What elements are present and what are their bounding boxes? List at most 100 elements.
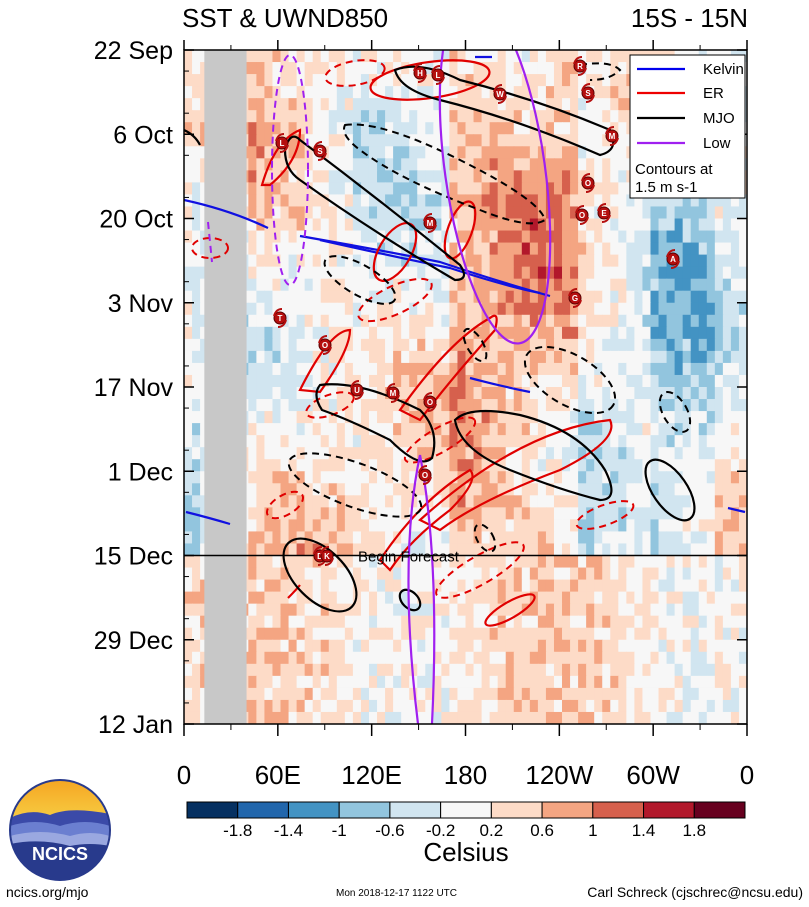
storm-marker-label: L [280, 139, 285, 148]
sst-cell [184, 98, 193, 111]
sst-cell [570, 615, 579, 629]
storm-marker-label: R [577, 62, 583, 71]
sst-cell [401, 50, 410, 63]
sst-cell [184, 387, 193, 400]
sst-cell [610, 471, 619, 484]
sst-cell [385, 651, 394, 665]
sst-cell [288, 495, 298, 508]
sst-cell [192, 471, 201, 484]
sst-cell [722, 399, 732, 412]
sst-cell [320, 675, 330, 689]
sst-cell [658, 218, 668, 232]
sst-cell [650, 374, 660, 388]
sst-cell [304, 519, 314, 533]
sst-cell [473, 158, 483, 171]
sst-cell [344, 531, 354, 545]
sst-cell [650, 519, 660, 533]
sst-cell [385, 399, 394, 412]
sst-cell [425, 675, 434, 689]
sst-cell [320, 447, 330, 460]
sst-cell [618, 266, 627, 280]
sst-cell [449, 182, 459, 196]
sst-cell [336, 663, 346, 677]
sst-cell [594, 459, 603, 472]
sst-cell [409, 459, 418, 472]
sst-cell [377, 507, 386, 520]
sst-cell [417, 266, 426, 280]
sst-cell [674, 651, 684, 665]
sst-cell [513, 326, 523, 340]
storm-marker-arm [422, 476, 432, 485]
sst-cell [537, 687, 547, 701]
sst-cell [481, 459, 491, 472]
sst-cell [570, 675, 579, 689]
sst-cell [304, 387, 314, 400]
sst-cell [521, 230, 531, 244]
sst-cell [618, 687, 627, 701]
sst-cell [545, 591, 555, 605]
sst-cell [650, 471, 660, 484]
sst-cell [722, 519, 732, 533]
sst-cell [602, 531, 611, 545]
sst-cell [618, 651, 627, 665]
sst-cell [344, 98, 354, 111]
sst-cell [594, 447, 603, 460]
sst-cell [497, 711, 507, 724]
sst-cell [658, 374, 668, 388]
sst-cell [409, 158, 418, 171]
sst-cell [328, 50, 338, 63]
sst-cell [393, 615, 402, 629]
sst-cell [368, 567, 378, 581]
sst-cell [602, 423, 611, 436]
sst-cell [449, 326, 459, 340]
sst-cell [537, 62, 547, 75]
sst-cell [368, 615, 378, 629]
sst-cell [449, 411, 459, 424]
sst-cell [336, 158, 346, 171]
sst-cell [602, 242, 611, 256]
sst-cell [288, 663, 298, 677]
sst-cell [505, 254, 515, 268]
sst-cell [650, 567, 660, 581]
sst-cell [368, 218, 378, 232]
sst-cell [393, 711, 402, 724]
sst-cell [570, 242, 579, 256]
sst-cell [264, 266, 274, 280]
sst-cell [594, 290, 603, 304]
sst-cell [457, 579, 467, 593]
sst-cell [586, 230, 595, 244]
sst-cell [666, 278, 676, 292]
sst-cell [610, 350, 619, 364]
sst-cell [497, 591, 507, 605]
sst-cell [586, 651, 595, 665]
sst-cell [401, 639, 410, 653]
sst-cell [610, 122, 619, 135]
sst-cell [618, 74, 627, 87]
sst-cell [505, 675, 515, 689]
sst-cell [602, 699, 611, 713]
sst-cell [513, 711, 523, 724]
sst-cell [288, 567, 298, 581]
sst-cell [336, 687, 346, 701]
sst-cell [626, 459, 635, 472]
sst-cell [738, 326, 747, 340]
sst-cell [385, 471, 394, 484]
storm-marker-arm [435, 76, 445, 85]
sst-cell [650, 242, 660, 256]
sst-cell [312, 278, 322, 292]
sst-cell [489, 423, 499, 436]
sst-cell [401, 338, 410, 352]
sst-cell [722, 639, 732, 653]
sst-cell [610, 543, 619, 557]
sst-cell [425, 711, 434, 724]
sst-cell [296, 435, 306, 448]
sst-cell [602, 266, 611, 280]
sst-cell [473, 242, 483, 256]
sst-cell [618, 627, 627, 641]
sst-cell [425, 158, 434, 171]
sst-cell [521, 699, 531, 713]
sst-cell [513, 182, 523, 196]
sst-cell [296, 110, 306, 123]
sst-cell [304, 134, 314, 147]
sst-cell [545, 567, 555, 581]
